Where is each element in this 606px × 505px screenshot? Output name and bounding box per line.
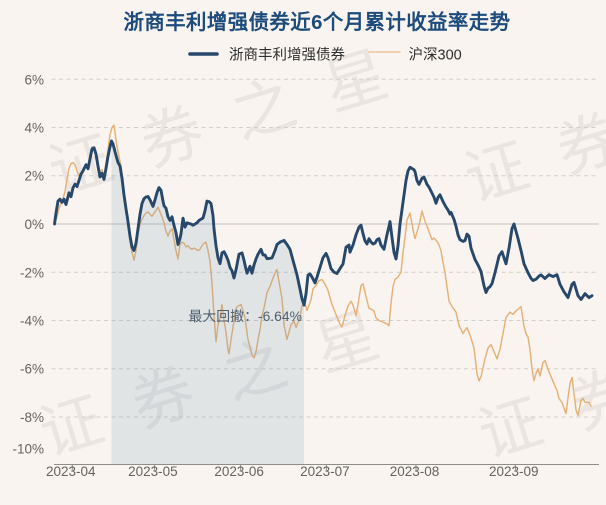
svg-text:最大回撤：-6.64%: 最大回撤：-6.64%: [189, 308, 302, 324]
svg-text:浙商丰利增强债券近6个月累计收益率走势: 浙商丰利增强债券近6个月累计收益率走势: [124, 10, 511, 34]
svg-text:2023-07: 2023-07: [300, 464, 350, 479]
svg-text:-10%: -10%: [12, 441, 44, 456]
svg-text:4%: 4%: [24, 121, 44, 136]
svg-text:-8%: -8%: [20, 410, 44, 425]
svg-text:2023-09: 2023-09: [489, 464, 539, 479]
svg-text:2023-08: 2023-08: [390, 464, 440, 479]
svg-text:-2%: -2%: [20, 265, 44, 280]
svg-text:沪深300: 沪深300: [409, 47, 462, 64]
svg-text:0%: 0%: [24, 217, 44, 232]
svg-text:6%: 6%: [24, 72, 44, 87]
svg-text:-6%: -6%: [20, 362, 44, 377]
svg-text:2023-05: 2023-05: [128, 464, 178, 479]
svg-text:-4%: -4%: [20, 314, 44, 329]
svg-text:2%: 2%: [24, 169, 44, 184]
svg-text:浙商丰利增强债券: 浙商丰利增强债券: [229, 47, 345, 64]
svg-text:2023-06: 2023-06: [214, 464, 264, 479]
svg-text:2023-04: 2023-04: [46, 464, 96, 479]
